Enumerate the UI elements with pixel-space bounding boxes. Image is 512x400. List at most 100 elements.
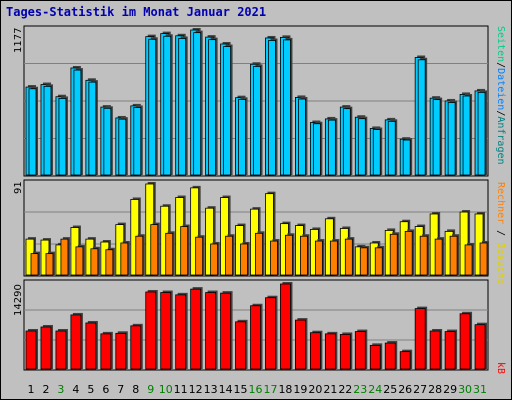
files-bar-10 (163, 35, 172, 176)
kb-bar-8 (130, 325, 142, 370)
day-label-19: 19 (293, 383, 307, 396)
files-bar-6 (103, 107, 112, 176)
legend-files: Dateien (495, 68, 506, 111)
files-bar-12 (193, 32, 202, 176)
kb-bar-9 (145, 291, 157, 370)
sites-bar-26 (404, 230, 413, 276)
kb-bar-26 (399, 351, 411, 370)
files-bar-23 (357, 118, 366, 176)
visits-bar-12 (190, 187, 200, 276)
day-label-2: 2 (42, 383, 49, 396)
kb-bar-12 (190, 288, 202, 370)
kb-bar-23 (354, 331, 366, 370)
kb-bar-14 (220, 292, 231, 370)
kb-bar-11 (175, 294, 187, 370)
visits-bar-13 (205, 207, 215, 276)
day-label-3: 3 (57, 383, 64, 396)
sites-bar-29 (449, 235, 458, 276)
kb-bar-27 (414, 308, 426, 370)
files-bar-2 (43, 85, 52, 176)
files-bar-3 (58, 98, 67, 176)
day-label-7: 7 (117, 383, 124, 396)
files-bar-22 (342, 108, 351, 176)
day-label-21: 21 (323, 383, 337, 396)
files-bar-7 (118, 118, 127, 176)
kb-bar-3 (55, 330, 67, 370)
legend-visits: Besuche (495, 242, 506, 285)
legend-visits-sites: Rechner / Besuche (495, 182, 506, 285)
day-label-1: 1 (28, 383, 35, 396)
day-label-8: 8 (132, 383, 139, 396)
files-bar-16 (253, 66, 261, 176)
visits-bar-17 (265, 193, 274, 276)
day-label-30: 30 (458, 383, 472, 396)
sites-bar-23 (359, 247, 368, 276)
day-label-16: 16 (249, 383, 263, 396)
kb-bar-28 (429, 330, 441, 370)
sites-bar-14 (225, 235, 233, 276)
kb-bar-21 (324, 333, 336, 370)
day-label-23: 23 (353, 383, 367, 396)
files-bar-28 (432, 99, 441, 176)
sites-bar-21 (329, 240, 338, 276)
day-label-29: 29 (443, 383, 457, 396)
legend-kb: kB (495, 362, 506, 375)
files-bar-1 (28, 88, 37, 176)
files-bar-15 (238, 98, 246, 176)
sites-bar-6 (105, 249, 114, 276)
kb-bar-13 (205, 292, 217, 370)
day-label-14: 14 (219, 383, 233, 396)
sites-bar-18 (285, 234, 293, 276)
kb-bar-17 (265, 297, 276, 370)
day-label-26: 26 (398, 383, 412, 396)
sites-bar-3 (60, 238, 69, 276)
kb-bar-20 (309, 332, 321, 370)
kb-bar-22 (339, 334, 351, 370)
kb-bar-15 (235, 321, 246, 370)
files-bar-19 (298, 98, 306, 176)
sites-bar-15 (240, 243, 248, 276)
sites-bar-19 (300, 235, 308, 276)
sites-bar-28 (434, 238, 443, 276)
files-bar-25 (387, 120, 396, 176)
files-bar-30 (462, 95, 471, 176)
day-label-9: 9 (147, 383, 154, 396)
sites-bar-20 (314, 240, 323, 276)
day-label-20: 20 (308, 383, 322, 396)
files-bar-9 (148, 38, 157, 176)
kb-bar-1 (25, 330, 37, 370)
legend-requests: Anfragen (495, 116, 506, 165)
day-label-27: 27 (413, 383, 427, 396)
sites-bar-4 (75, 246, 84, 276)
files-bar-14 (223, 46, 231, 176)
legend-pages: Seiten (495, 26, 506, 63)
kb-bar-2 (40, 326, 52, 370)
sites-bar-9 (150, 224, 159, 276)
kb-bar-30 (459, 313, 471, 370)
day-label-24: 24 (368, 383, 382, 396)
sites-bar-25 (389, 233, 398, 276)
day-label-5: 5 (87, 383, 94, 396)
files-bar-17 (268, 40, 276, 176)
kb-bar-5 (85, 322, 97, 370)
kb-bar-24 (369, 344, 381, 370)
kb-bar-19 (295, 319, 306, 370)
kb-bar-25 (384, 342, 396, 370)
day-label-13: 13 (204, 383, 218, 396)
files-bar-4 (73, 69, 82, 176)
legend-sites: Rechner (495, 182, 506, 225)
day-label-6: 6 (102, 383, 109, 396)
files-bar-29 (447, 102, 456, 176)
day-label-4: 4 (72, 383, 79, 396)
kb-bar-10 (160, 292, 172, 370)
day-label-12: 12 (189, 383, 203, 396)
day-label-31: 31 (473, 383, 487, 396)
files-bar-21 (327, 119, 336, 176)
sites-bar-13 (210, 243, 219, 276)
kb-bar-16 (250, 305, 261, 370)
kb-ymax-label: 14290 (13, 284, 24, 316)
visits-ymax-label: 91 (13, 181, 24, 194)
day-label-11: 11 (174, 383, 188, 396)
kb-bar-4 (70, 314, 82, 370)
